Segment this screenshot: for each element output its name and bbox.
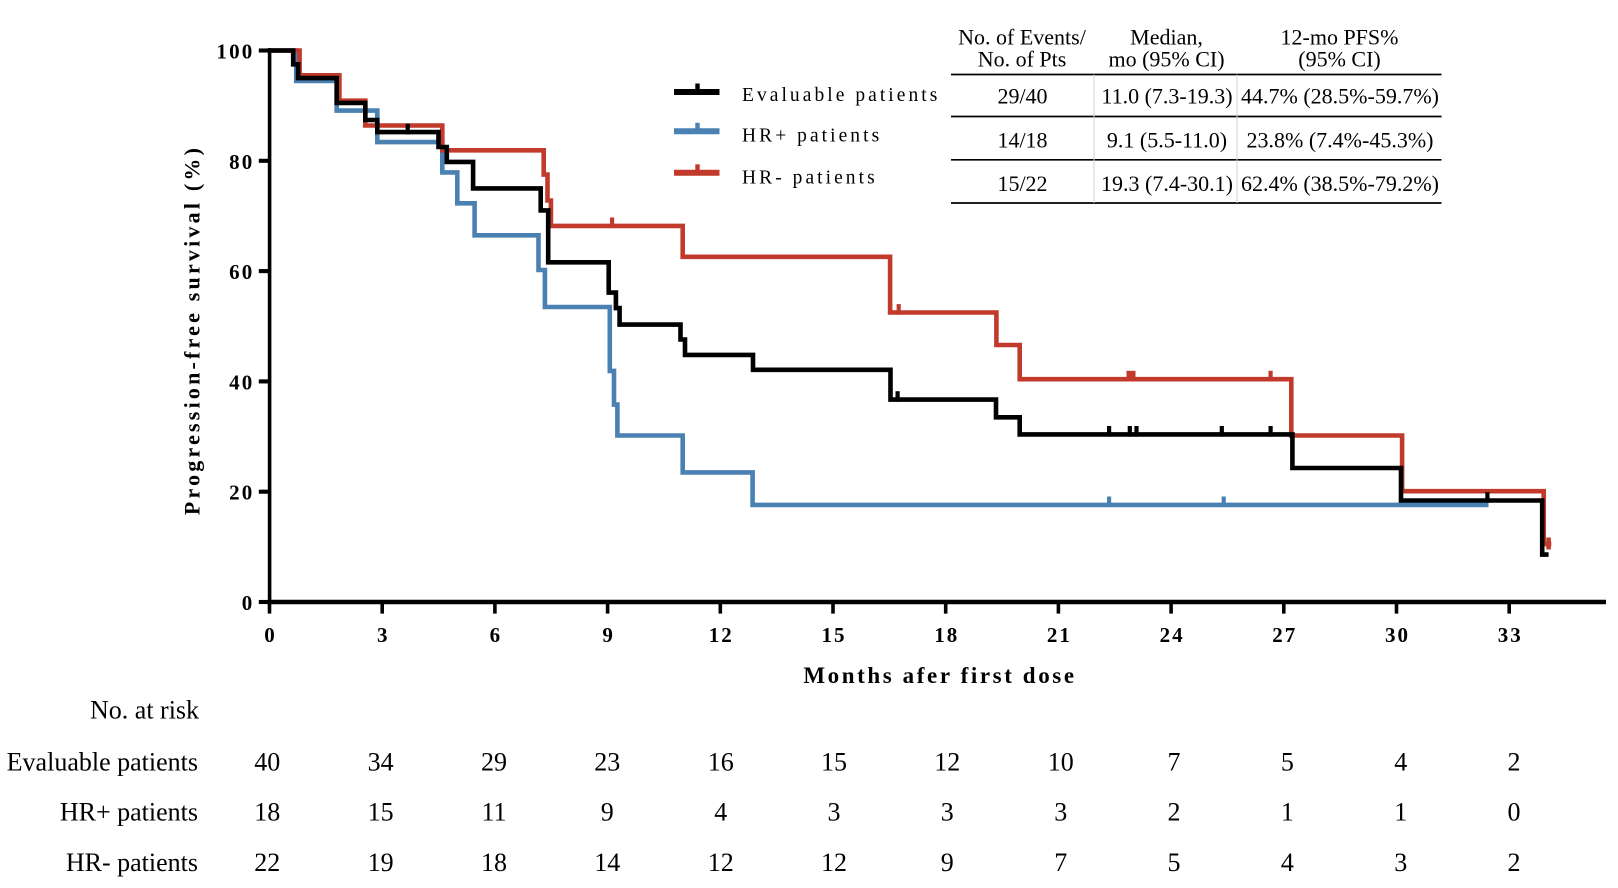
svg-text:HR- patients: HR- patients (742, 168, 878, 189)
svg-text:14/18: 14/18 (997, 128, 1047, 153)
svg-text:4: 4 (1394, 748, 1407, 777)
svg-text:0: 0 (242, 591, 255, 615)
svg-text:19: 19 (368, 848, 394, 877)
svg-text:11: 11 (481, 798, 506, 827)
svg-text:Months afer first dose: Months afer first dose (803, 663, 1076, 688)
svg-text:2: 2 (1508, 848, 1521, 877)
svg-text:19.3 (7.4-30.1): 19.3 (7.4-30.1) (1101, 171, 1233, 196)
svg-text:10: 10 (1048, 748, 1074, 777)
svg-text:33: 33 (1498, 623, 1523, 647)
svg-text:1: 1 (1394, 798, 1407, 827)
svg-text:40: 40 (229, 370, 254, 394)
svg-text:11.0 (7.3-19.3): 11.0 (7.3-19.3) (1101, 84, 1232, 109)
svg-text:0: 0 (1508, 798, 1521, 827)
svg-text:12-mo PFS%: 12-mo PFS% (1281, 25, 1399, 50)
svg-text:80: 80 (229, 150, 254, 174)
svg-text:Evaluable patients: Evaluable patients (7, 748, 198, 777)
svg-text:18: 18 (934, 623, 959, 647)
svg-text:9.1 (5.5-11.0): 9.1 (5.5-11.0) (1107, 128, 1227, 153)
svg-text:0: 0 (264, 623, 277, 647)
svg-text:3: 3 (828, 798, 841, 827)
svg-text:HR- patients: HR- patients (66, 848, 198, 877)
svg-text:15: 15 (821, 748, 847, 777)
svg-text:20: 20 (229, 481, 254, 505)
svg-text:2: 2 (1168, 798, 1181, 827)
svg-text:HR+ patients: HR+ patients (60, 798, 198, 827)
svg-text:5: 5 (1168, 848, 1181, 877)
svg-text:21: 21 (1047, 623, 1072, 647)
svg-text:9: 9 (602, 623, 615, 647)
svg-text:3: 3 (377, 623, 390, 647)
svg-text:Median,: Median, (1130, 25, 1203, 50)
svg-text:5: 5 (1281, 748, 1294, 777)
svg-text:7: 7 (1054, 848, 1067, 877)
svg-text:16: 16 (708, 748, 734, 777)
svg-text:Evaluable patients: Evaluable patients (742, 85, 940, 106)
svg-text:62.4% (38.5%-79.2%): 62.4% (38.5%-79.2%) (1241, 171, 1439, 196)
svg-text:30: 30 (1385, 623, 1410, 647)
svg-text:3: 3 (1054, 798, 1067, 827)
svg-text:12: 12 (708, 848, 734, 877)
svg-text:18: 18 (481, 848, 507, 877)
svg-text:No. at risk: No. at risk (90, 696, 199, 725)
svg-text:34: 34 (368, 748, 394, 777)
svg-text:29/40: 29/40 (997, 84, 1047, 109)
svg-text:9: 9 (601, 798, 614, 827)
svg-text:15/22: 15/22 (997, 171, 1047, 196)
svg-text:7: 7 (1168, 748, 1181, 777)
svg-text:40: 40 (254, 748, 280, 777)
svg-text:HR+ patients: HR+ patients (742, 126, 882, 147)
svg-text:2: 2 (1508, 748, 1521, 777)
svg-text:9: 9 (941, 848, 954, 877)
svg-text:18: 18 (254, 798, 280, 827)
svg-text:27: 27 (1272, 623, 1297, 647)
svg-text:mo (95% CI): mo (95% CI) (1108, 47, 1224, 72)
svg-text:1: 1 (1281, 798, 1294, 827)
svg-text:15: 15 (822, 623, 847, 647)
svg-text:23: 23 (594, 748, 620, 777)
svg-text:3: 3 (1394, 848, 1407, 877)
svg-text:14: 14 (594, 848, 620, 877)
svg-text:6: 6 (490, 623, 503, 647)
svg-text:12: 12 (934, 748, 960, 777)
svg-text:4: 4 (714, 798, 727, 827)
svg-text:29: 29 (481, 748, 507, 777)
svg-text:3: 3 (941, 798, 954, 827)
svg-text:60: 60 (229, 260, 254, 284)
svg-text:44.7% (28.5%-59.7%): 44.7% (28.5%-59.7%) (1241, 84, 1439, 109)
svg-text:No. of Pts: No. of Pts (978, 47, 1067, 72)
svg-text:Progression-free survival (%): Progression-free survival (%) (180, 145, 205, 515)
svg-text:4: 4 (1281, 848, 1294, 877)
svg-text:(95% CI): (95% CI) (1298, 47, 1380, 72)
svg-text:100: 100 (216, 40, 254, 64)
svg-text:22: 22 (254, 848, 280, 877)
svg-text:12: 12 (821, 848, 847, 877)
svg-text:24: 24 (1160, 623, 1185, 647)
svg-text:No. of Events/: No. of Events/ (958, 25, 1087, 50)
svg-text:23.8% (7.4%-45.3%): 23.8% (7.4%-45.3%) (1247, 128, 1434, 153)
svg-text:15: 15 (368, 798, 394, 827)
svg-text:12: 12 (709, 623, 734, 647)
